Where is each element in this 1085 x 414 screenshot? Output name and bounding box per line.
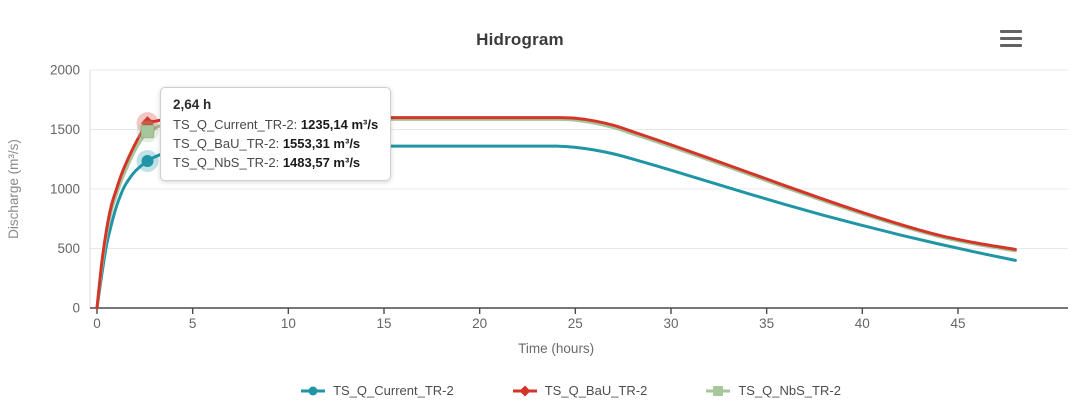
tooltip: 2,64 h TS_Q_Current_TR-2: 1235,14 m³/s T… bbox=[160, 87, 392, 181]
hamburger-bar bbox=[1000, 43, 1022, 47]
legend-label: TS_Q_BaU_TR-2 bbox=[544, 383, 648, 398]
legend-item-bau[interactable]: TS_Q_BaU_TR-2 bbox=[512, 383, 648, 398]
y-tick-label: 0 bbox=[72, 301, 80, 316]
tooltip-row: TS_Q_Current_TR-2: 1235,14 m³/s bbox=[173, 115, 378, 134]
hover-marker-circle[interactable] bbox=[141, 155, 154, 168]
legend-label: TS_Q_Current_TR-2 bbox=[333, 383, 454, 398]
x-tick-label: 20 bbox=[472, 316, 487, 331]
tooltip-series-label: TS_Q_BaU_TR-2: bbox=[173, 136, 280, 151]
series-line-ts_q_nbs_tr-2[interactable] bbox=[95, 117, 1017, 310]
tooltip-series-value: 1483,57 m³/s bbox=[282, 155, 361, 170]
tooltip-row: TS_Q_NbS_TR-2: 1483,57 m³/s bbox=[173, 153, 378, 172]
x-tick-label: 15 bbox=[376, 316, 391, 331]
tooltip-series-label: TS_Q_NbS_TR-2: bbox=[173, 155, 280, 170]
y-tick-label: 1000 bbox=[50, 182, 80, 197]
x-axis-title: Time (hours) bbox=[518, 341, 594, 356]
x-tick-label: 25 bbox=[568, 316, 583, 331]
hamburger-bar bbox=[1000, 36, 1022, 41]
hamburger-menu-icon[interactable] bbox=[1000, 30, 1022, 47]
legend-item-current[interactable]: TS_Q_Current_TR-2 bbox=[300, 383, 454, 398]
x-tick-label: 35 bbox=[759, 316, 774, 331]
tooltip-series-label: TS_Q_Current_TR-2: bbox=[173, 117, 298, 132]
tooltip-series-value: 1235,14 m³/s bbox=[300, 117, 379, 132]
x-tick-label: 30 bbox=[663, 316, 678, 331]
x-tick-label: 10 bbox=[281, 316, 296, 331]
y-tick-label: 2000 bbox=[50, 63, 80, 78]
chart-title: Hidrogram bbox=[476, 30, 564, 49]
legend-label: TS_Q_NbS_TR-2 bbox=[738, 383, 841, 398]
x-tick-label: 40 bbox=[855, 316, 870, 331]
y-axis-title: Discharge (m³/s) bbox=[6, 139, 21, 239]
series-line-ts_q_bau_tr-2[interactable] bbox=[95, 116, 1017, 310]
tooltip-series-value: 1553,31 m³/s bbox=[282, 136, 361, 151]
tooltip-time: 2,64 h bbox=[173, 97, 212, 112]
x-tick-label: 5 bbox=[189, 316, 197, 331]
x-tick-label: 0 bbox=[93, 316, 101, 331]
x-tick-label: 45 bbox=[950, 316, 965, 331]
legend: TS_Q_Current_TR-2 TS_Q_BaU_TR-2 TS_Q_NbS… bbox=[0, 383, 1085, 398]
y-tick-label: 500 bbox=[57, 241, 80, 256]
legend-item-nbs[interactable]: TS_Q_NbS_TR-2 bbox=[705, 383, 841, 398]
hover-marker-square[interactable] bbox=[140, 124, 155, 139]
y-tick-label: 1500 bbox=[50, 122, 80, 137]
square-marker-icon bbox=[706, 385, 731, 396]
hamburger-bar bbox=[1000, 30, 1022, 34]
diamond-marker-icon bbox=[512, 385, 537, 396]
circle-marker-icon bbox=[301, 386, 326, 395]
tooltip-row: TS_Q_BaU_TR-2: 1553,31 m³/s bbox=[173, 134, 378, 153]
